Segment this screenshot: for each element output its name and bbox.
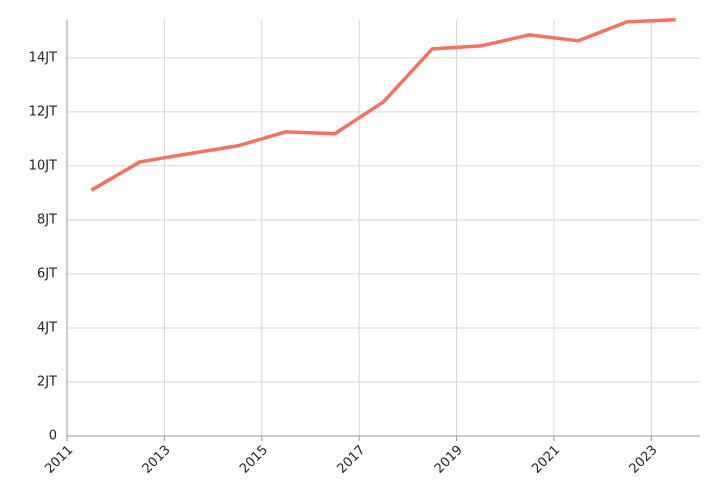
x-tick-label: 2021 <box>529 443 563 477</box>
x-tick-label: 2011 <box>42 443 76 477</box>
x-tick-label: 2023 <box>627 443 661 477</box>
y-tick-label: 12JT <box>29 104 57 119</box>
y-tick-label: 4JT <box>37 320 57 335</box>
x-tick-label: 2019 <box>432 443 466 477</box>
line-series <box>90 17 676 192</box>
y-tick-label: 10JT <box>29 158 57 173</box>
x-tick-label: 2017 <box>334 443 368 477</box>
x-tick-label: 2015 <box>237 443 271 477</box>
y-tick-label: 14JT <box>29 50 57 65</box>
y-tick-label: 0 <box>49 429 57 444</box>
y-tick-label: 8JT <box>37 212 57 227</box>
y-tick-label: 6JT <box>37 266 57 281</box>
y-tick-label: 2JT <box>37 374 57 389</box>
x-tick-label: 2013 <box>140 443 174 477</box>
